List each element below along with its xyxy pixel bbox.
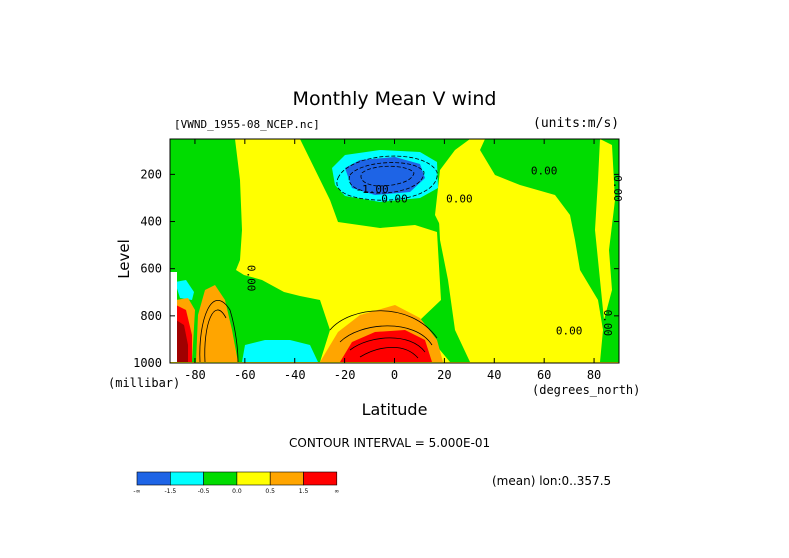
contour-labels: 0.000.00 0.000.00-1.000.000.000.00: [244, 164, 624, 337]
colorbar-tick-label: ∞: [334, 488, 339, 495]
x-axis-label: Latitude: [361, 400, 428, 419]
x-tick-label: 40: [487, 368, 501, 382]
x-tick-label: -20: [334, 368, 356, 382]
colorbar-swatch: [136, 471, 171, 486]
contour-label: 0.00: [244, 265, 257, 292]
region-orange-polar: [196, 285, 238, 362]
colorbar-tick-label: -0.5: [198, 488, 210, 495]
axis-ticks: -80 -60 -40 -20 0 20 40 60 80 200 400 600 800 1000: [133, 139, 619, 382]
contour-label: 0.00: [446, 193, 473, 206]
contour-fill-layer: [170, 139, 619, 363]
x-tick-label: 20: [437, 368, 451, 382]
colorbar-tick-label: 0.0: [232, 488, 242, 495]
region-yellow-edge: [595, 139, 615, 320]
contour-label: 0.00: [601, 310, 614, 337]
y-axis-units: (millibar): [108, 376, 181, 390]
colorbar-tick-label: -1.5: [164, 488, 176, 495]
region-blue-upper: [345, 157, 425, 195]
y-tick-label: 1000: [133, 356, 162, 370]
units-label: (units:m/s): [533, 116, 620, 131]
region-cyan-lower: [242, 340, 318, 362]
contour-label: 0.00: [531, 164, 558, 177]
colorbar-tick-label: 0.5: [265, 488, 275, 495]
contour-lines: [199, 155, 438, 363]
region-yellow-east: [438, 190, 515, 362]
x-tick-label: 0: [391, 368, 398, 382]
contour-label: 0.00: [611, 175, 624, 202]
y-tick-label: 400: [140, 215, 162, 229]
colorbar-tick-label: -∞: [133, 488, 140, 495]
colorbar-swatch: [269, 471, 304, 486]
region-cyan-polar: [175, 280, 194, 300]
contour-label: 0.00: [381, 193, 408, 206]
region-darkred-polar: [176, 320, 188, 362]
colorbar: -∞ -1.5 -0.5 0.0 0.5 1.5 ∞: [133, 471, 339, 495]
region-white-missing: [170, 272, 177, 362]
x-tick-label: -60: [234, 368, 256, 382]
contour-interval-text: CONTOUR INTERVAL = 5.000E-01: [289, 436, 491, 450]
contour-label: -1.00: [355, 183, 388, 196]
contour-label: 0.00: [556, 325, 583, 338]
x-tick-label: 60: [537, 368, 551, 382]
region-yellow-small: [451, 285, 463, 301]
colorbar-swatch: [236, 471, 271, 486]
x-tick-label: -80: [184, 368, 206, 382]
mean-text: (mean) lon:0..357.5: [492, 474, 612, 488]
x-tick-label: -40: [284, 368, 306, 382]
region-green-north-east: [480, 139, 619, 362]
x-tick-label: 80: [587, 368, 601, 382]
chart-title: Monthly Mean V wind: [292, 88, 497, 110]
colorbar-tick-label: 1.5: [299, 488, 309, 495]
x-axis-units: (degrees_north): [532, 383, 641, 397]
region-yellow-mid: [240, 139, 441, 320]
y-tick-label: 800: [140, 309, 162, 323]
file-label: [VWND_1955-08_NCEP.nc]: [174, 118, 320, 131]
colorbar-swatch: [170, 471, 204, 486]
region-yellow-east2: [500, 195, 595, 362]
y-tick-label: 600: [140, 262, 162, 276]
y-tick-label: 200: [140, 167, 162, 181]
colorbar-swatch: [203, 471, 238, 486]
colorbar-swatch: [303, 471, 338, 486]
region-red-equator: [340, 330, 432, 362]
